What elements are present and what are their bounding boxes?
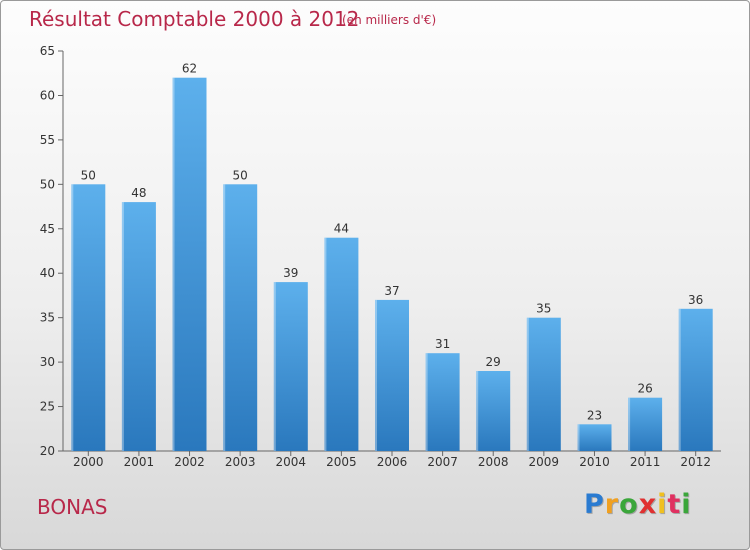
bar xyxy=(324,237,359,451)
logo-letter: x xyxy=(638,489,658,520)
logo-letter: t xyxy=(667,489,682,520)
data-label: 39 xyxy=(283,266,298,280)
bar xyxy=(628,397,663,451)
proxiti-logo: Proxiti xyxy=(584,489,692,520)
bar-highlight xyxy=(628,397,631,451)
data-label: 62 xyxy=(182,62,197,76)
y-tick-label: 45 xyxy=(40,222,55,236)
x-tick-label: 2003 xyxy=(225,455,256,469)
data-label: 29 xyxy=(486,355,501,369)
y-tick-label: 20 xyxy=(40,444,55,458)
x-tick-label: 2011 xyxy=(630,455,661,469)
data-label: 35 xyxy=(536,302,551,316)
bar-highlight xyxy=(172,77,175,451)
data-label: 44 xyxy=(334,222,349,236)
y-tick-label: 25 xyxy=(40,400,55,414)
x-tick-label: 2007 xyxy=(427,455,458,469)
bar xyxy=(476,371,511,451)
bar xyxy=(577,424,612,451)
bar xyxy=(425,353,460,451)
bar-highlight xyxy=(526,317,529,451)
y-tick-label: 35 xyxy=(40,311,55,325)
chart-title: Résultat Comptable 2000 à 2012 xyxy=(29,7,360,31)
bar-highlight xyxy=(476,371,479,451)
bar-highlight xyxy=(577,424,580,451)
x-tick-label: 2005 xyxy=(326,455,357,469)
bar xyxy=(375,299,409,451)
bar-highlight xyxy=(273,282,276,451)
data-label: 37 xyxy=(384,284,399,298)
bar xyxy=(273,282,308,451)
bar xyxy=(71,184,106,452)
x-tick-label: 2009 xyxy=(529,455,560,469)
location-name: BONAS xyxy=(37,495,108,519)
logo-letter: P xyxy=(584,489,605,520)
bar-highlight xyxy=(375,299,377,451)
data-label: 50 xyxy=(233,168,248,182)
logo-letter: o xyxy=(619,489,639,520)
data-label: 31 xyxy=(435,337,450,351)
x-tick-label: 2002 xyxy=(174,455,205,469)
data-label: 48 xyxy=(131,186,146,200)
data-label: 50 xyxy=(81,168,96,182)
x-tick-label: 2004 xyxy=(276,455,307,469)
y-tick-label: 65 xyxy=(40,44,55,58)
data-label: 26 xyxy=(637,382,652,396)
data-label: 23 xyxy=(587,408,602,422)
bar-highlight xyxy=(324,237,327,451)
y-tick-label: 60 xyxy=(40,88,55,102)
chart-subtitle: (en milliers d'€) xyxy=(342,13,437,27)
y-tick-label: 40 xyxy=(40,266,55,280)
bar-highlight xyxy=(678,308,681,451)
x-tick-label: 2010 xyxy=(579,455,610,469)
x-tick-label: 2008 xyxy=(478,455,509,469)
data-label: 36 xyxy=(688,293,703,307)
x-tick-label: 2000 xyxy=(73,455,104,469)
bar xyxy=(678,308,713,451)
bar xyxy=(223,184,258,452)
x-tick-label: 2006 xyxy=(377,455,408,469)
bar-highlight xyxy=(425,353,428,451)
bar-highlight xyxy=(71,184,74,452)
bar xyxy=(526,317,561,451)
logo-letter: i xyxy=(681,489,692,520)
x-tick-label: 2012 xyxy=(680,455,711,469)
bar xyxy=(172,77,207,451)
x-tick-label: 2001 xyxy=(124,455,155,469)
y-tick-label: 30 xyxy=(40,355,55,369)
y-tick-label: 50 xyxy=(40,177,55,191)
bar-highlight xyxy=(121,202,124,451)
bar xyxy=(121,202,156,451)
bar-highlight xyxy=(223,184,226,452)
logo-letter: r xyxy=(604,489,620,520)
y-tick-label: 55 xyxy=(40,133,55,147)
logo-letter: i xyxy=(657,489,668,520)
